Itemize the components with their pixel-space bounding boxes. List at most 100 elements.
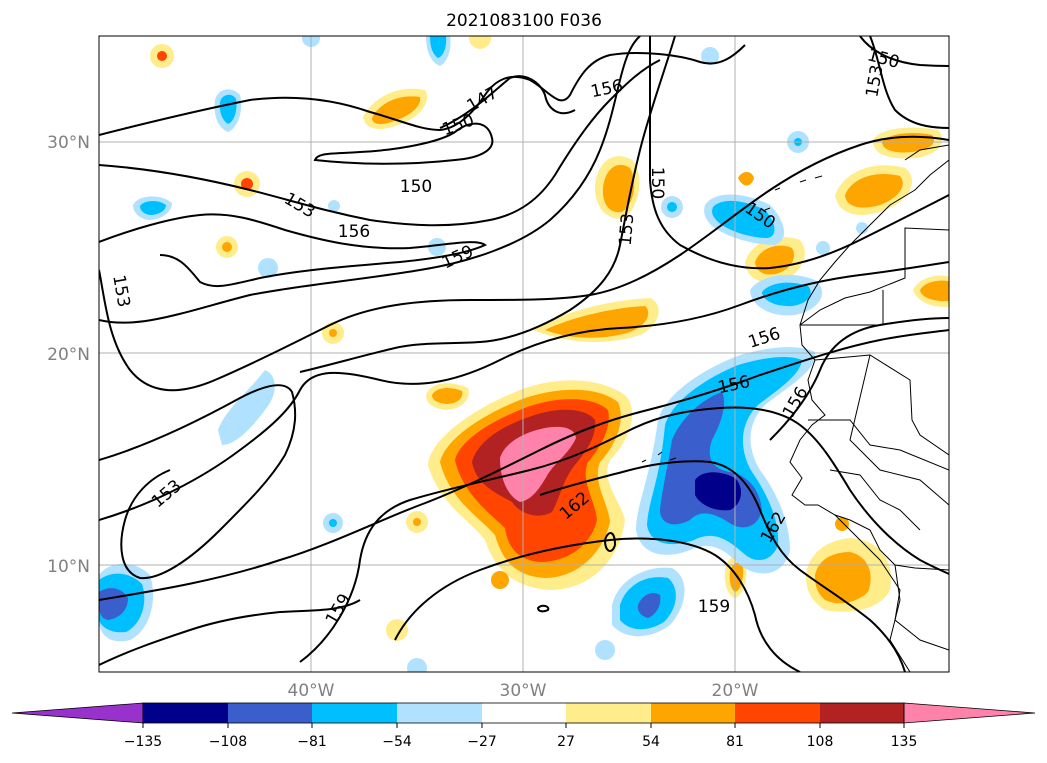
colorbar-tick-label: −54 — [382, 734, 412, 750]
lat-label-10n: 10°N — [47, 557, 90, 577]
positive-dot-2-core — [241, 178, 253, 190]
negative-dot-1-core — [329, 519, 337, 527]
positive-dot-3-core — [222, 242, 232, 252]
border-inner-1 — [829, 469, 921, 531]
positive-blob-main-5 — [500, 426, 576, 502]
negative-blob-r-2 — [762, 282, 811, 307]
contour-159-southwest — [394, 537, 801, 672]
positive-blob-f-2 — [920, 280, 949, 302]
lon-label-40w: 40°W — [288, 681, 335, 701]
lat-label-30n: 30°N — [47, 133, 90, 153]
colorbar-tick-label: 108 — [807, 734, 834, 750]
canary-islands — [764, 175, 823, 211]
positive-dot-9 — [835, 517, 849, 531]
positive-dot-6 — [386, 619, 408, 641]
border-mauritania — [814, 354, 949, 456]
axis-labels: 30°N 20°N 10°N 40°W 30°W 20°W — [47, 133, 759, 701]
colorbar-tick-label: 54 — [642, 734, 660, 750]
border-guinea — [834, 514, 949, 651]
map-frame — [98, 35, 950, 673]
colorbar-tick-label: −108 — [209, 734, 247, 750]
colorbar-segment — [482, 703, 566, 723]
contour-label: 156 — [338, 222, 370, 242]
contour-159-south — [99, 329, 949, 601]
contour-150-east — [648, 36, 949, 270]
colorbar-segment — [228, 703, 312, 723]
lat-label-20n: 20°N — [47, 345, 90, 365]
positive-dot-7 — [469, 36, 491, 49]
colorbar-tick-label: 81 — [726, 734, 744, 750]
negative-dot-9 — [701, 47, 719, 65]
positive-dot-1-core — [157, 51, 167, 61]
colorbar-segment — [651, 703, 735, 723]
positive-dot-4-core — [329, 329, 337, 337]
colorbar-outline — [142, 702, 905, 724]
colorbar-tick-label: −27 — [467, 734, 497, 750]
colorbar-segment — [397, 703, 482, 723]
positive-blob-j — [738, 172, 754, 186]
contour-162 — [299, 406, 949, 663]
iberia-coast — [904, 144, 949, 161]
coast-morocco — [799, 159, 949, 326]
border-inner-2 — [889, 564, 911, 672]
coastlines — [641, 144, 949, 672]
map-panel: 150 153 147 156 150 150 156 153 150 153 … — [98, 35, 950, 673]
contour-150-loop — [313, 122, 494, 165]
colorbar-tick-label: 135 — [891, 734, 918, 750]
colorbar: −135 −108 −81 −54 −27 27 54 81 108 135 — [11, 702, 1036, 750]
negative-dot-3 — [258, 258, 278, 278]
colorbar-segment — [143, 703, 228, 723]
colorbar-extend-low — [11, 702, 144, 724]
colorbar-extend-high — [903, 702, 1036, 724]
contour-153-east — [299, 36, 676, 373]
contour-153-east-edge — [869, 36, 949, 129]
negative-blob-q-2 — [430, 36, 447, 58]
border-senegal — [808, 419, 949, 471]
colorbar-segment — [820, 703, 904, 723]
positive-blob-lane-2 — [545, 306, 649, 338]
contour-162-inner — [539, 460, 906, 672]
contour-150-outer — [99, 384, 297, 580]
colorbar-tick-label: 27 — [557, 734, 575, 750]
colorbar-segment — [735, 703, 820, 723]
contour-label: 150 — [647, 167, 667, 199]
lon-label-30w: 30°W — [500, 681, 547, 701]
lon-label-20w: 20°W — [712, 681, 759, 701]
colorbar-segment — [312, 703, 397, 723]
negative-blob-k-3 — [637, 593, 661, 618]
negative-blob-n-2 — [219, 94, 237, 124]
positive-dot-5-core — [413, 518, 421, 526]
contour-156-south — [99, 261, 949, 521]
contour-150-southwest — [99, 599, 361, 666]
coastline-africa — [789, 227, 949, 571]
contour-150-ne — [859, 36, 949, 67]
negative-dot-2 — [428, 238, 446, 256]
contour-159 — [99, 36, 641, 324]
contour-150-north — [99, 44, 746, 136]
negative-dot-11 — [816, 241, 830, 255]
gridlines — [99, 36, 949, 672]
cape-verde-islands — [641, 451, 677, 463]
positive-blob-h-2 — [432, 387, 463, 404]
negative-blob-main-4 — [695, 472, 742, 511]
negative-blob-p-2 — [140, 200, 166, 215]
contour-lines — [99, 36, 949, 672]
colorbar-tick-label: −81 — [297, 734, 327, 750]
contour-153-mid — [99, 135, 949, 392]
positive-blob-a-2 — [602, 164, 635, 213]
contour-label: 150 — [400, 177, 432, 197]
contour-label: 153 — [616, 213, 639, 247]
contour-153-west — [99, 59, 661, 227]
positive-blob-b-2 — [372, 96, 421, 125]
colorbar-segment — [566, 703, 651, 723]
contour-156-east — [769, 317, 949, 441]
contour-label: 159 — [698, 597, 730, 617]
contour-small-loop-1 — [536, 604, 550, 613]
negative-dot-6 — [595, 640, 615, 660]
positive-blob-d-2 — [845, 174, 903, 208]
contour-156 — [99, 213, 487, 288]
positive-dot-8 — [491, 571, 509, 589]
contour-small-loop-2 — [603, 532, 617, 552]
negative-dot-12 — [856, 222, 868, 234]
